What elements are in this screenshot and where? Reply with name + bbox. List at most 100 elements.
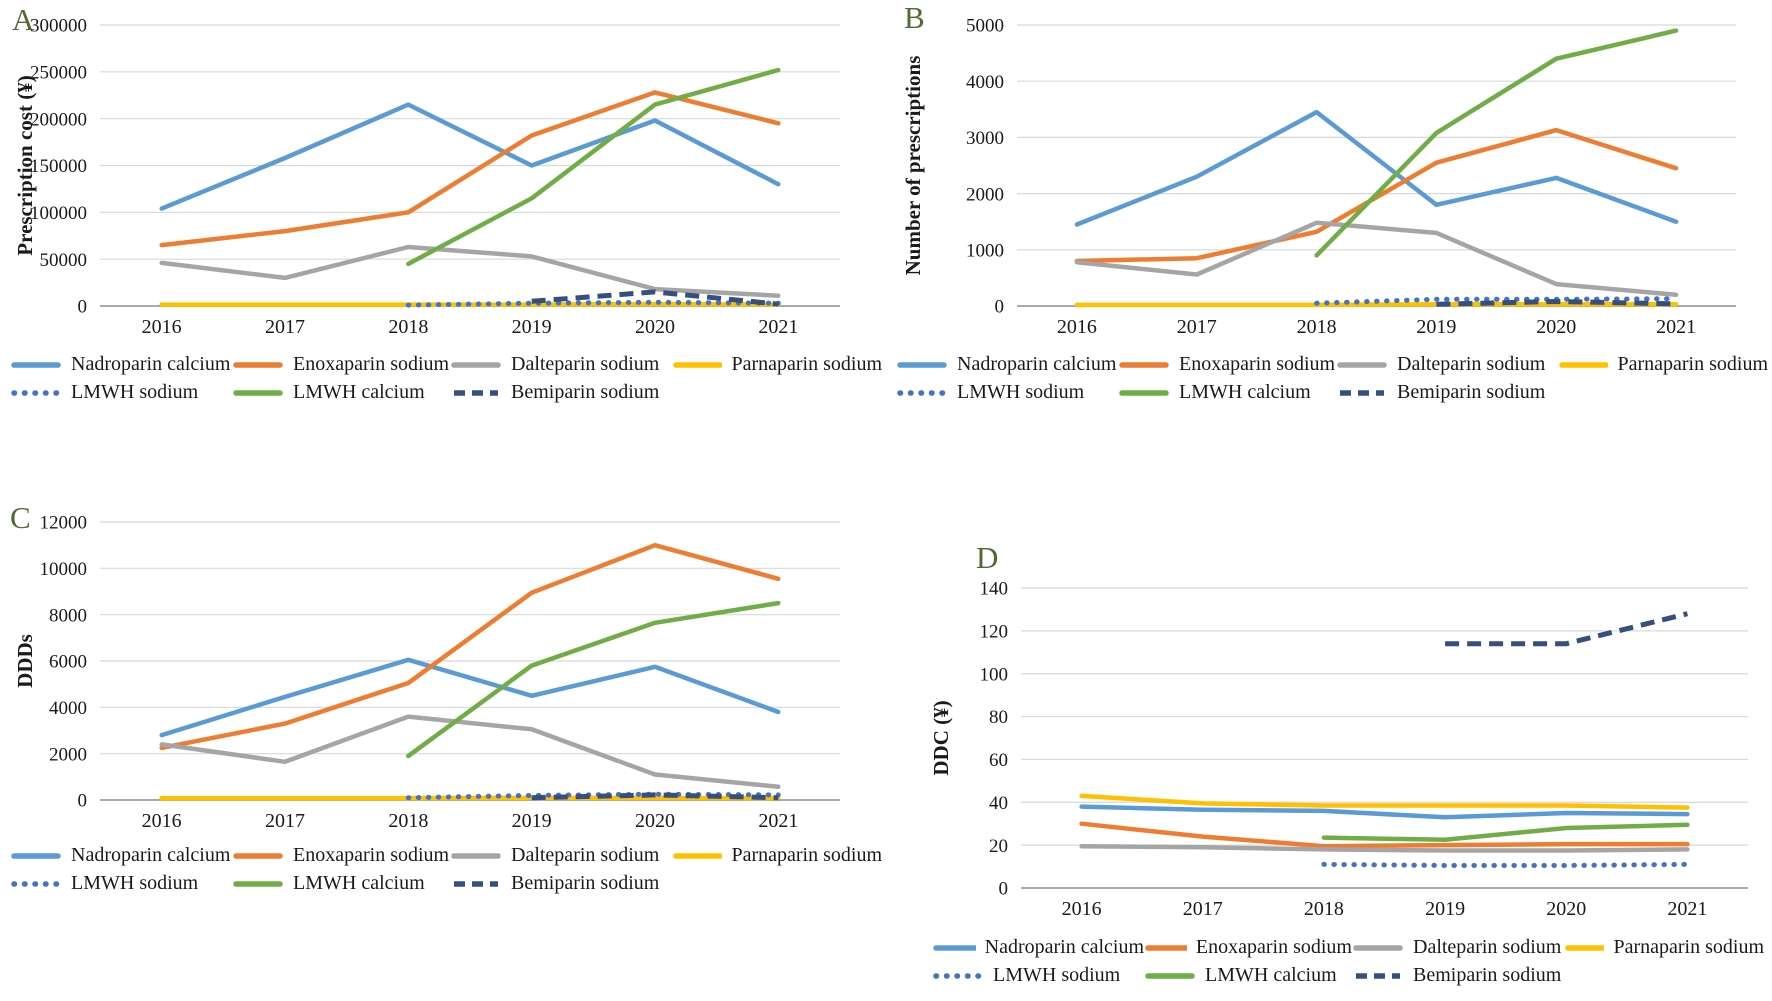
legend-item-enoxaparin-sodium: Enoxaparin sodium [232,353,450,376]
legend-item-lmwh-sodium: LMWH sodium [896,381,1118,404]
legend-line-swatch-icon [1145,972,1195,979]
legend-line-swatch-icon [1565,944,1605,951]
y-tick-label: 100000 [30,203,87,224]
y-tick-label: 1000 [966,240,1004,261]
series-line-lmwh-sodium [1321,861,1690,868]
legend-label: Dalteparin sodium [511,844,660,866]
legend-label: LMWH sodium [71,381,199,403]
legend-label: Nadroparin calcium [71,844,231,866]
legend-row: LMWH sodium LMWH calcium Bemiparin sodium [896,381,1772,404]
legend-item-lmwh-sodium: LMWH sodium [10,381,232,404]
series-line-lmwh-calcium [1314,28,1679,258]
series-line-dalteparin-sodium [1074,220,1679,298]
legend-row: LMWH sodium LMWH calcium Bemiparin sodium [10,872,886,895]
x-tick-label: 2016 [1062,898,1102,920]
x-tick-label: 2019 [512,316,552,338]
y-tick-label: 100 [980,664,1009,685]
legend-line-swatch-icon [1353,944,1403,951]
x-tick-label: 2017 [1177,316,1217,338]
series-line-bemiparin-sodium [531,289,779,307]
panel-label-c: C [10,500,31,535]
legend-item-enoxaparin-sodium: Enoxaparin sodium [1118,353,1336,376]
y-tick-label: 4000 [966,72,1004,93]
legend-row: Nadroparin calcium Enoxaparin sodium Dalte… [896,353,1772,376]
legend-label: LMWH calcium [1179,381,1311,403]
y-tick-label: 4000 [49,698,87,719]
legend-label: Enoxaparin sodium [1195,936,1352,958]
legend-line-swatch-icon [1119,361,1169,368]
legend-item-lmwh-calcium: LMWH calcium [1118,381,1336,404]
x-tick-label: 2019 [512,810,552,832]
legend-line-swatch-icon [897,389,947,396]
legend-row: LMWH sodium LMWH calcium Bemiparin sodium [932,964,1772,987]
legend-line-swatch-icon [1356,972,1400,979]
y-tick-label: 50000 [40,250,88,271]
y-tick-label: 8000 [49,605,87,626]
series-line-parnaparin-sodium [1074,302,1679,308]
y-tick-label: 5000 [966,16,1004,37]
x-tick-label: 2021 [758,316,798,338]
series-line-nadroparin-calcium [159,102,781,211]
x-tick-label: 2019 [1425,898,1465,920]
x-tick-label: 2016 [1057,316,1097,338]
series-line-lmwh-calcium [1321,822,1690,843]
series-line-bemiparin-sodium [1445,611,1689,647]
y-tick-label: 0 [78,791,88,812]
y-tick-label: 60 [989,750,1008,771]
series-line-nadroparin-calcium [1079,804,1690,820]
series-line-dalteparin-sodium [159,714,781,790]
x-tick-label: 2018 [388,810,428,832]
series-line-bemiparin-sodium [1436,299,1677,307]
legend-item-dalteparin-sodium: Dalteparin sodium [450,353,672,376]
legend-label: LMWH sodium [71,872,199,894]
x-tick-label: 2016 [142,316,182,338]
legend-item-nadroparin-calcium: Nadroparin calcium [932,936,1144,959]
y-tick-label: 12000 [40,513,88,534]
legend-row: LMWH sodium LMWH calcium Bemiparin sodium [10,381,886,404]
x-tick-label: 2018 [388,316,428,338]
y-tick-label: 250000 [30,62,87,83]
panel-C: C 0 2000 4000 6000 8000 10000 12000 2016 2017 201… [0,500,886,1001]
x-tick-label: 2020 [1546,898,1586,920]
legend-label: LMWH sodium [993,964,1121,986]
legend-item-parnaparin-sodium: Parnaparin sodium [1564,936,1764,959]
legend-label: Dalteparin sodium [1397,353,1546,375]
x-tick-label: 2017 [1183,898,1223,920]
y-tick-label: 2000 [49,744,87,765]
panel-A: A 0 50000 100000 150000 200000 250000 300000 20… [0,0,886,500]
legend-line-swatch-icon [11,389,61,396]
legend-label: Enoxaparin sodium [293,353,450,375]
x-tick-label: 2016 [142,810,182,832]
series-line-nadroparin-calcium [1074,109,1679,227]
y-tick-label: 40 [989,793,1008,814]
y-tick-label: 200000 [30,109,87,130]
series-line-enoxaparin-sodium [159,542,781,751]
x-tick-label: 2017 [265,316,305,338]
y-tick-label: 140 [980,579,1009,600]
legend-item-nadroparin-calcium: Nadroparin calcium [10,353,232,376]
y-axis-title: Number of prescriptions [901,56,925,276]
legend-item-bemiparin-sodium: Bemiparin sodium [450,872,672,895]
legend-line-swatch-icon [11,852,61,859]
legend-line-swatch-icon [451,852,501,859]
y-tick-label: 0 [995,297,1005,318]
legend-item-dalteparin-sodium: Dalteparin sodium [450,844,672,867]
legend-panel-c: Nadroparin calcium Enoxaparin sodium Dalte… [0,844,886,895]
legend-line-swatch-icon [897,361,947,368]
y-axis-title: DDC (¥) [929,700,953,775]
legend-label: Enoxaparin sodium [293,844,450,866]
x-tick-label: 2021 [1667,898,1707,920]
y-axis-title: DDDs [13,634,37,688]
y-tick-label: 6000 [49,652,87,673]
y-tick-label: 20 [989,836,1008,857]
legend-label: LMWH calcium [1205,964,1337,986]
legend-label: Bemiparin sodium [1397,381,1546,403]
line-chart-ddc: 0 20 40 60 80 100 120 140 2016 2017 2018 2019 2020 20… [929,579,1748,920]
legend-item-lmwh-sodium: LMWH sodium [10,872,232,895]
legend-item-parnaparin-sodium: Parnaparin sodium [1558,353,1768,376]
x-tick-label: 2017 [265,810,305,832]
y-tick-label: 300000 [30,16,87,37]
series-line-dalteparin-sodium [1079,843,1690,853]
legend-item-lmwh-sodium: LMWH sodium [932,964,1144,987]
